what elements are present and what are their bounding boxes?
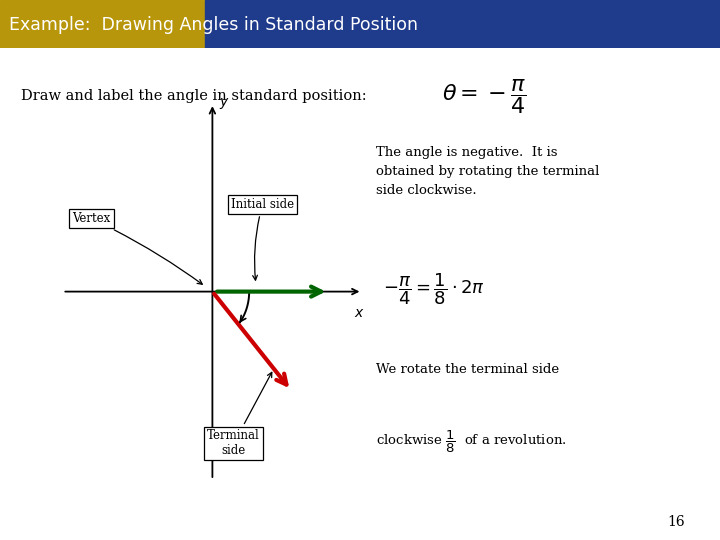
Text: clockwise $\dfrac{1}{8}$  of a revolution.: clockwise $\dfrac{1}{8}$ of a revolution… bbox=[376, 429, 566, 455]
Text: The angle is negative.  It is
obtained by rotating the terminal
side clockwise.: The angle is negative. It is obtained by… bbox=[376, 146, 599, 197]
Text: Terminal
side: Terminal side bbox=[207, 373, 271, 457]
Bar bbox=[205, 0, 720, 48]
Text: Vertex: Vertex bbox=[72, 212, 202, 284]
Text: We rotate the terminal side: We rotate the terminal side bbox=[376, 363, 559, 376]
Text: $\theta = -\dfrac{\pi}{4}$: $\theta = -\dfrac{\pi}{4}$ bbox=[442, 77, 526, 116]
Text: Example:  Drawing Angles in Standard Position: Example: Drawing Angles in Standard Posi… bbox=[9, 16, 418, 33]
Text: $y$: $y$ bbox=[219, 96, 230, 111]
Text: Initial side: Initial side bbox=[231, 198, 294, 280]
Text: $x$: $x$ bbox=[354, 307, 365, 320]
Text: Draw and label the angle in standard position:: Draw and label the angle in standard pos… bbox=[21, 90, 366, 103]
Bar bbox=[0, 0, 205, 48]
Text: 16: 16 bbox=[667, 515, 685, 529]
Text: $-\dfrac{\pi}{4} = \dfrac{1}{8} \cdot 2\pi$: $-\dfrac{\pi}{4} = \dfrac{1}{8} \cdot 2\… bbox=[382, 272, 485, 307]
